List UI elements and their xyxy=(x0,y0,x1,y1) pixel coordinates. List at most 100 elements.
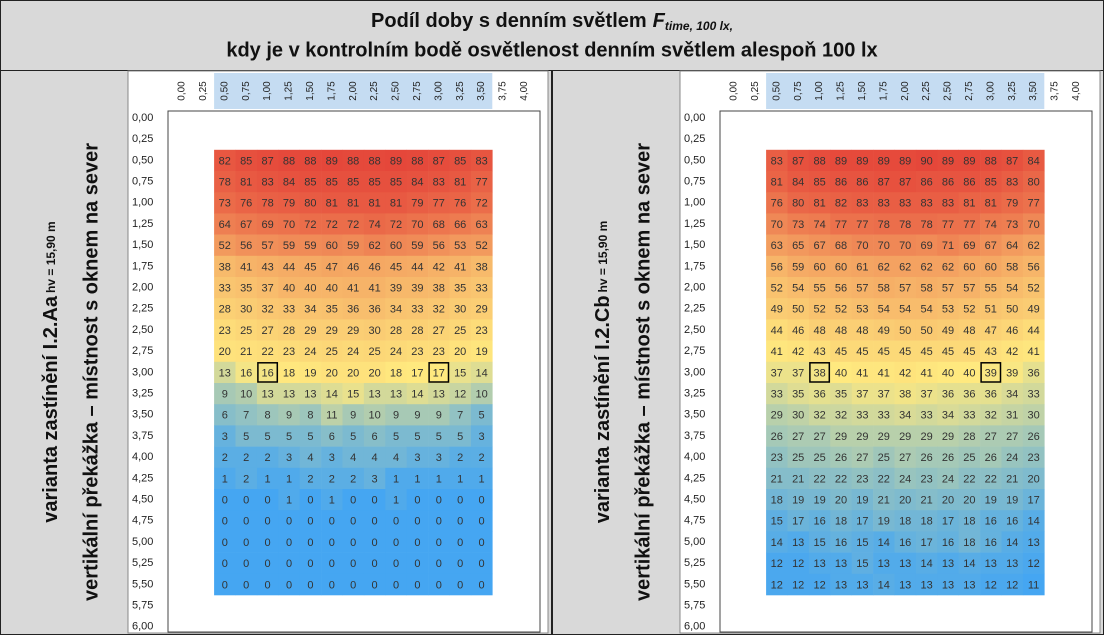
cell-value: 18 xyxy=(771,495,783,507)
side-label-line2: vertikální překážka – místnost s oknem n… xyxy=(632,143,654,601)
cell xyxy=(342,510,365,532)
cell xyxy=(256,277,279,299)
cell xyxy=(470,277,493,299)
side-label-main: varianta zastínění I.2.Cb xyxy=(592,295,614,523)
cell xyxy=(894,531,917,553)
cell-value: 0 xyxy=(329,516,335,528)
cell-value: 66 xyxy=(454,219,466,231)
cell xyxy=(937,149,959,172)
cell xyxy=(894,404,917,426)
cell xyxy=(449,255,472,278)
cell-value: 70 xyxy=(899,240,911,252)
cell xyxy=(958,404,981,426)
cell xyxy=(808,446,831,469)
cell-value: 52 xyxy=(813,304,825,316)
cell-value: 74 xyxy=(368,219,380,231)
cell-value: 45 xyxy=(835,346,847,358)
cell-value: 12 xyxy=(792,579,804,591)
cell xyxy=(873,467,895,490)
cell-value: 20 xyxy=(899,495,911,507)
cell-value: 20 xyxy=(326,367,338,379)
cell xyxy=(278,149,300,172)
cell xyxy=(980,149,1002,172)
cell-value: 0 xyxy=(350,537,356,549)
cell-value: 69 xyxy=(920,240,932,252)
cell-value: 0 xyxy=(372,558,378,570)
cell-value: 25 xyxy=(878,452,890,464)
cell-value: 17 xyxy=(920,537,932,549)
cell xyxy=(787,531,810,553)
cell-value: 67 xyxy=(813,240,825,252)
cell-value: 42 xyxy=(1006,346,1018,358)
cell-value: 68 xyxy=(433,219,445,231)
cell-value: 0 xyxy=(414,516,420,528)
cell-value: 0 xyxy=(350,579,356,591)
cell-value: 70 xyxy=(411,219,423,231)
cell xyxy=(470,552,493,575)
cell xyxy=(894,383,917,405)
cell-value: 1 xyxy=(286,473,292,485)
cell xyxy=(406,425,429,447)
cell-value: 35 xyxy=(454,283,466,295)
cell-value: 47 xyxy=(326,261,338,273)
cell-value: 2 xyxy=(222,452,228,464)
cell-value: 87 xyxy=(261,155,273,167)
cell-value: 30 xyxy=(368,325,380,337)
cell xyxy=(256,489,279,511)
cell-value: 0 xyxy=(479,495,485,507)
cell-value: 27 xyxy=(813,431,825,443)
cell xyxy=(449,171,472,193)
cell-value: 47 xyxy=(985,325,997,337)
column-label: 2,25 xyxy=(921,81,932,101)
cell-value: 38 xyxy=(813,367,825,379)
cell-value: 20 xyxy=(454,346,466,358)
cell xyxy=(1001,298,1024,320)
row-label: 4,50 xyxy=(684,494,705,506)
cell-value: 14 xyxy=(878,579,890,591)
cell xyxy=(363,361,386,384)
cell-value: 38 xyxy=(433,283,445,295)
cell xyxy=(851,425,874,447)
cell xyxy=(235,234,258,257)
cell xyxy=(385,425,407,447)
cell-value: 85 xyxy=(326,177,338,189)
cell-value: 59 xyxy=(347,240,359,252)
cell-value: 13 xyxy=(942,558,954,570)
cell-value: 41 xyxy=(347,283,359,295)
cell xyxy=(470,255,493,278)
cell xyxy=(1001,552,1024,575)
cell xyxy=(214,149,236,172)
cell-value: 83 xyxy=(899,198,911,210)
cell-value: 30 xyxy=(1027,410,1039,422)
cell xyxy=(256,319,279,341)
cell xyxy=(851,573,874,596)
cell-value: 0 xyxy=(265,558,271,570)
cell xyxy=(256,340,279,363)
cell-value: 37 xyxy=(878,389,890,401)
cell xyxy=(278,234,300,257)
cell xyxy=(830,383,852,405)
cell-value: 44 xyxy=(771,325,783,337)
cell-value: 13 xyxy=(878,558,890,570)
cell-value: 20 xyxy=(219,346,231,358)
cell-value: 13 xyxy=(856,579,868,591)
cell-value: 13 xyxy=(390,389,402,401)
cell-value: 88 xyxy=(813,155,825,167)
cell-value: 77 xyxy=(835,219,847,231)
cell-value: 14 xyxy=(878,537,890,549)
cell-value: 52 xyxy=(475,240,487,252)
cell-value: 82 xyxy=(835,198,847,210)
cell-value: 12 xyxy=(792,558,804,570)
cell-value: 86 xyxy=(835,177,847,189)
cell-value: 81 xyxy=(240,177,252,189)
column-label: 3,50 xyxy=(1028,81,1039,101)
cell xyxy=(830,213,852,235)
cell xyxy=(235,192,258,214)
cell xyxy=(406,255,429,278)
cell-value: 60 xyxy=(390,240,402,252)
cell xyxy=(428,446,450,469)
cell-value: 1 xyxy=(329,495,335,507)
cell-value: 85 xyxy=(347,177,359,189)
cell-value: 57 xyxy=(856,283,868,295)
cell-value: 39 xyxy=(411,283,423,295)
